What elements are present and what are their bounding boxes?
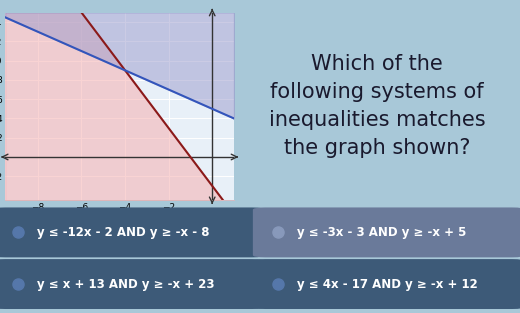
FancyBboxPatch shape (253, 259, 520, 309)
Text: Which of the
following systems of
inequalities matches
the graph shown?: Which of the following systems of inequa… (269, 54, 485, 158)
FancyBboxPatch shape (0, 208, 265, 257)
Text: y ≤ x + 13 AND y ≥ -x + 23: y ≤ x + 13 AND y ≥ -x + 23 (37, 278, 215, 290)
Text: y ≤ 4x - 17 AND y ≥ -x + 12: y ≤ 4x - 17 AND y ≥ -x + 12 (297, 278, 478, 290)
Text: y ≤ -3x - 3 AND y ≥ -x + 5: y ≤ -3x - 3 AND y ≥ -x + 5 (297, 226, 466, 239)
FancyBboxPatch shape (253, 208, 520, 257)
Text: y ≤ -12x - 2 AND y ≥ -x - 8: y ≤ -12x - 2 AND y ≥ -x - 8 (37, 226, 210, 239)
FancyBboxPatch shape (0, 259, 265, 309)
